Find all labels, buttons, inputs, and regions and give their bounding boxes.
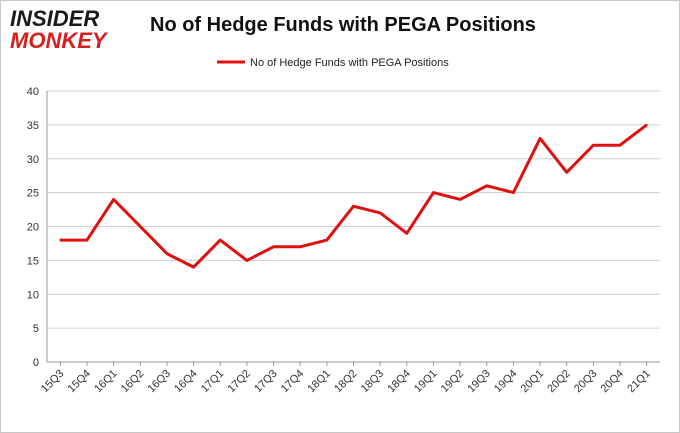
x-tick-label: 15Q3 [39, 368, 67, 396]
y-tick-label: 5 [33, 323, 39, 335]
x-tick-label: 19Q2 [439, 368, 467, 396]
x-tick-label: 18Q3 [359, 368, 387, 396]
x-tick-label: 20Q4 [599, 368, 627, 396]
y-tick-label: 0 [33, 357, 39, 369]
x-tick-label: 19Q4 [492, 368, 520, 396]
x-tick-label: 20Q2 [545, 368, 573, 396]
data-point [592, 144, 595, 147]
data-point [245, 259, 248, 262]
x-tick-label: 16Q3 [146, 368, 174, 396]
x-tick-label: 20Q1 [519, 368, 547, 396]
data-point [219, 239, 222, 242]
legend-label: No of Hedge Funds with PEGA Positions [250, 57, 449, 69]
logo-line-1: INSIDER [10, 6, 100, 31]
y-tick-label: 35 [27, 120, 39, 132]
x-tick-label: 16Q1 [92, 368, 120, 396]
x-axis-ticks: 15Q3 15Q4 16Q1 16Q2 16Q3 16Q4 17Q1 17Q2 17Q3 17Q4… [39, 362, 653, 395]
y-tick-label: 25 [27, 188, 39, 200]
y-tick-label: 30 [27, 154, 39, 166]
y-tick-label: 15 [27, 255, 39, 267]
x-tick-label: 15Q4 [66, 368, 94, 396]
x-tick-label: 18Q1 [305, 368, 333, 396]
x-tick-label: 20Q3 [572, 368, 600, 396]
data-point [272, 245, 275, 248]
data-point [459, 198, 462, 201]
x-tick-label: 19Q1 [412, 368, 440, 396]
y-tick-label: 10 [27, 289, 39, 301]
x-tick-label: 17Q1 [199, 368, 227, 396]
data-point [299, 245, 302, 248]
data-point [619, 144, 622, 147]
data-point [59, 239, 62, 242]
logo-line-2: MONKEY [10, 28, 107, 53]
data-point [139, 225, 142, 228]
y-tick-label: 40 [27, 86, 39, 98]
data-point [405, 232, 408, 235]
data-point [85, 239, 88, 242]
data-point [325, 239, 328, 242]
insider-monkey-logo: INSIDER MONKEY [10, 8, 107, 52]
y-axis-ticks: 0 5 10 15 20 25 30 35 40 [27, 86, 39, 369]
x-tick-label: 17Q4 [279, 368, 307, 396]
data-point [432, 191, 435, 194]
y-tick-label: 20 [27, 222, 39, 234]
x-tick-label: 18Q2 [332, 368, 360, 396]
chart-title: No of Hedge Funds with PEGA Positions [150, 14, 536, 36]
x-tick-label: 19Q3 [465, 368, 493, 396]
x-tick-label: 16Q4 [172, 368, 200, 396]
x-tick-label: 21Q1 [625, 368, 653, 396]
axes [46, 91, 660, 363]
series-line [60, 123, 648, 269]
data-point [565, 171, 568, 174]
data-point [352, 205, 355, 208]
legend: No of Hedge Funds with PEGA Positions [217, 57, 449, 69]
data-point [645, 123, 648, 126]
x-tick-label: 17Q3 [252, 368, 280, 396]
data-point [379, 211, 382, 214]
x-tick-label: 16Q2 [119, 368, 147, 396]
data-point [165, 252, 168, 255]
x-tick-label: 18Q4 [385, 368, 413, 396]
data-point [512, 191, 515, 194]
data-point [539, 137, 542, 140]
series-layer [59, 123, 648, 269]
data-point [192, 266, 195, 269]
x-tick-label: 17Q2 [225, 368, 253, 396]
data-point [112, 198, 115, 201]
data-point [485, 184, 488, 187]
